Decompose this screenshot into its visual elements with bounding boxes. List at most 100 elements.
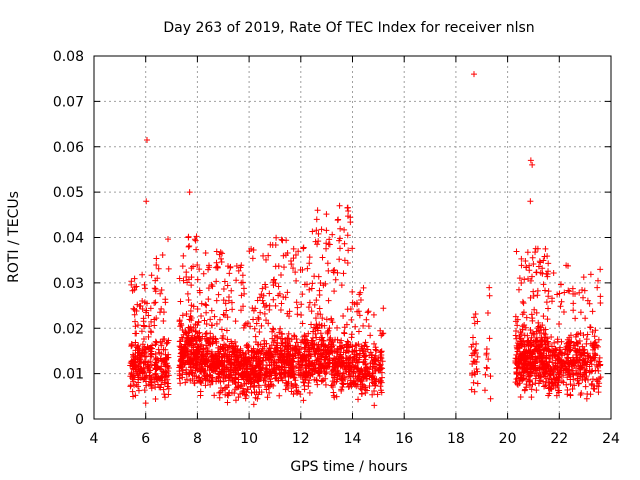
data-point [230, 345, 237, 352]
data-point [131, 286, 138, 293]
data-point [277, 354, 284, 361]
data-point [350, 373, 357, 380]
data-point [335, 356, 342, 363]
data-point [147, 344, 154, 351]
data-point [573, 358, 580, 365]
data-point [152, 277, 159, 284]
data-point [309, 280, 316, 287]
data-point [564, 386, 571, 393]
x-tick-labels: 4 6 8 10 12 14 16 18 20 22 24 [90, 431, 620, 447]
data-point [374, 391, 381, 398]
data-point [282, 336, 289, 343]
data-point [469, 334, 476, 341]
data-point [595, 389, 602, 396]
data-point [194, 343, 201, 350]
data-point [370, 380, 377, 387]
data-point [546, 358, 553, 365]
data-point [535, 319, 542, 326]
data-point [300, 379, 307, 386]
data-point [141, 387, 148, 394]
data-point [471, 314, 478, 321]
data-point [187, 308, 194, 315]
data-point [514, 348, 521, 355]
data-point [584, 359, 591, 366]
data-point [253, 320, 260, 327]
data-point [211, 392, 218, 399]
data-point [349, 343, 356, 350]
x-tick-label: 4 [90, 431, 99, 447]
data-point [256, 376, 263, 383]
data-point [186, 370, 193, 377]
data-point [597, 299, 604, 306]
data-point [248, 389, 255, 396]
data-point [471, 369, 478, 376]
data-point [145, 312, 152, 319]
data-point [579, 362, 586, 369]
data-point [187, 364, 194, 371]
data-point [516, 344, 522, 351]
data-point [523, 367, 530, 374]
data-point [288, 382, 295, 389]
data-point [325, 267, 332, 274]
data-point [203, 302, 210, 309]
data-point [377, 327, 384, 334]
data-point [334, 363, 341, 370]
data-point [233, 277, 240, 284]
data-point [323, 350, 330, 357]
x-tick-label: 6 [141, 431, 150, 447]
data-point [305, 304, 312, 311]
data-point [273, 364, 280, 371]
data-point [155, 265, 162, 272]
data-point [228, 287, 235, 294]
data-point [238, 371, 245, 378]
data-point [162, 296, 169, 303]
data-point [290, 245, 297, 252]
data-point [200, 345, 207, 352]
data-point [341, 360, 348, 367]
data-point [320, 377, 327, 384]
data-point [528, 386, 535, 393]
data-point [362, 386, 369, 393]
data-point [217, 249, 224, 256]
data-point [237, 383, 244, 390]
data-point [539, 265, 546, 272]
data-point [259, 297, 266, 304]
data-point [546, 370, 553, 377]
data-point [265, 252, 272, 259]
data-point [256, 294, 263, 301]
data-point [345, 383, 352, 390]
data-point [553, 352, 560, 359]
data-point [552, 357, 559, 364]
data-point [227, 263, 234, 270]
data-point [299, 362, 306, 369]
data-point [204, 378, 211, 385]
data-point [178, 350, 185, 357]
data-point [323, 245, 330, 252]
data-point [570, 290, 577, 297]
data-point [535, 372, 542, 379]
data-point [177, 353, 184, 360]
data-point [177, 298, 184, 305]
data-point [517, 357, 524, 364]
data-point [163, 340, 170, 347]
data-point [302, 374, 309, 381]
data-point [575, 380, 582, 387]
data-point [332, 276, 339, 283]
data-point [163, 362, 170, 369]
data-point [354, 308, 361, 315]
data-point [538, 351, 545, 358]
data-point [258, 291, 265, 298]
data-point [554, 360, 561, 367]
data-point [574, 369, 581, 376]
data-point [516, 275, 523, 282]
data-point [590, 343, 597, 350]
data-point [300, 245, 307, 252]
data-point [525, 354, 532, 361]
data-point [251, 349, 258, 356]
data-point [365, 308, 372, 315]
data-point [319, 254, 326, 261]
data-point [250, 401, 257, 408]
data-point [309, 344, 316, 351]
data-point [318, 226, 325, 233]
data-point [292, 381, 299, 388]
